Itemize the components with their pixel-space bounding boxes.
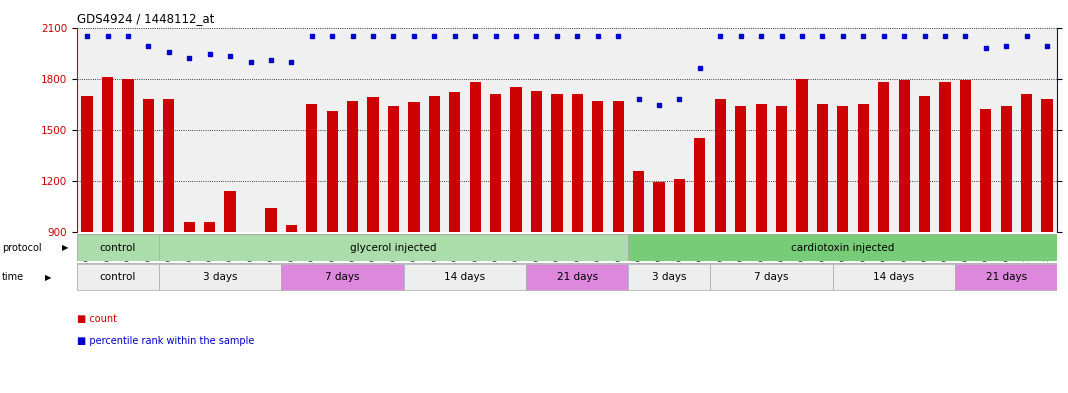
Bar: [428, 95, 440, 385]
Bar: [940, 82, 951, 385]
Bar: [527, 264, 628, 290]
Bar: [833, 264, 955, 290]
Bar: [281, 264, 404, 290]
Bar: [367, 97, 379, 385]
Bar: [1001, 106, 1011, 385]
Bar: [408, 103, 420, 385]
Bar: [224, 191, 236, 385]
Bar: [613, 101, 624, 385]
Bar: [654, 182, 664, 385]
Text: cardiotoxin injected: cardiotoxin injected: [791, 242, 895, 253]
Bar: [123, 79, 134, 385]
Bar: [694, 138, 706, 385]
Bar: [143, 99, 154, 385]
Bar: [714, 99, 726, 385]
Text: ■ count: ■ count: [77, 314, 116, 324]
Bar: [980, 109, 991, 385]
Bar: [327, 111, 337, 385]
Bar: [77, 234, 159, 261]
Bar: [633, 171, 644, 385]
Bar: [245, 246, 256, 385]
Bar: [628, 234, 1057, 261]
Bar: [628, 264, 710, 290]
Bar: [490, 94, 501, 385]
Text: GDS4924 / 1448112_at: GDS4924 / 1448112_at: [77, 12, 215, 25]
Text: 14 days: 14 days: [444, 272, 486, 282]
Text: ■ percentile rank within the sample: ■ percentile rank within the sample: [77, 336, 254, 346]
Text: 3 days: 3 days: [203, 272, 237, 282]
Text: ▶: ▶: [62, 243, 68, 252]
Bar: [592, 101, 603, 385]
Text: control: control: [99, 242, 136, 253]
Bar: [551, 94, 563, 385]
Bar: [159, 264, 281, 290]
Bar: [858, 104, 869, 385]
Text: glycerol injected: glycerol injected: [350, 242, 437, 253]
Bar: [184, 222, 194, 385]
Text: 14 days: 14 days: [874, 272, 914, 282]
Bar: [837, 106, 848, 385]
Bar: [511, 87, 521, 385]
Text: 3 days: 3 days: [651, 272, 687, 282]
Bar: [674, 179, 685, 385]
Bar: [347, 101, 358, 385]
Text: 7 days: 7 days: [325, 272, 360, 282]
Bar: [817, 104, 828, 385]
Bar: [101, 77, 113, 385]
Bar: [81, 95, 93, 385]
Bar: [797, 79, 807, 385]
Bar: [77, 264, 159, 290]
Text: protocol: protocol: [2, 242, 42, 253]
Bar: [755, 104, 767, 385]
Bar: [404, 264, 527, 290]
Bar: [1021, 94, 1033, 385]
Bar: [960, 80, 971, 385]
Bar: [204, 222, 216, 385]
Bar: [710, 264, 833, 290]
Bar: [955, 264, 1057, 290]
Bar: [450, 92, 460, 385]
Text: 21 days: 21 days: [556, 272, 598, 282]
Bar: [265, 208, 277, 385]
Bar: [735, 106, 747, 385]
Bar: [918, 95, 930, 385]
Bar: [898, 80, 910, 385]
Text: time: time: [2, 272, 25, 282]
Bar: [531, 90, 543, 385]
Bar: [1041, 99, 1053, 385]
Bar: [571, 94, 583, 385]
Bar: [388, 106, 399, 385]
Bar: [776, 106, 787, 385]
Text: ▶: ▶: [45, 273, 51, 281]
Text: control: control: [99, 272, 136, 282]
Bar: [307, 104, 317, 385]
Text: 7 days: 7 days: [754, 272, 788, 282]
Bar: [470, 82, 481, 385]
Bar: [159, 234, 628, 261]
Bar: [286, 225, 297, 385]
Text: 21 days: 21 days: [986, 272, 1026, 282]
Bar: [163, 99, 174, 385]
Bar: [878, 82, 890, 385]
